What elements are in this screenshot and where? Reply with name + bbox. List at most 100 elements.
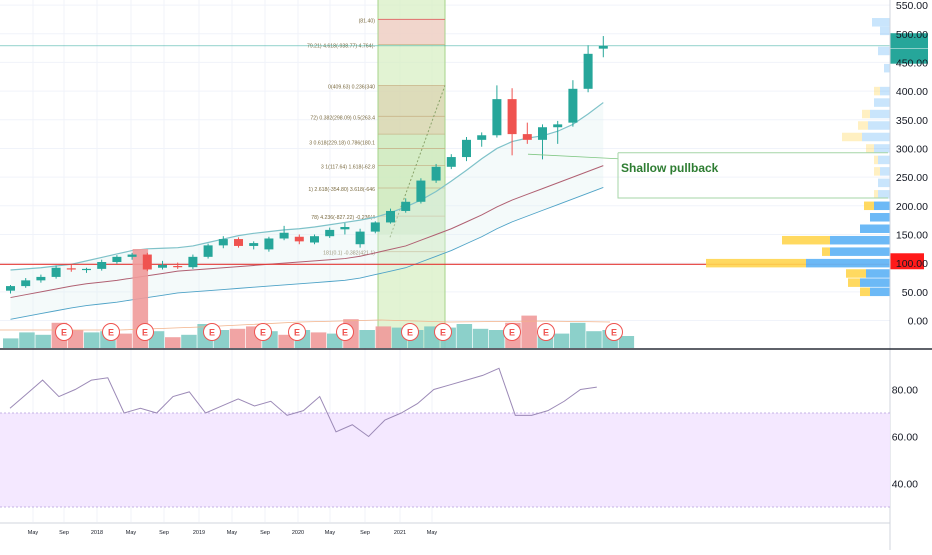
time-axis-tick-label: 2018 [91,530,103,536]
volume-average-line [0,319,611,331]
volume-profile-bar [874,144,890,153]
fib-zone-tan [378,85,445,135]
current-price-label [890,33,928,49]
candle-body [355,231,365,245]
volume-profile-bar [848,278,860,287]
volume-profile-bar [880,86,890,96]
candle-body [416,180,426,202]
price-axis-tick-label: 500.00 [896,29,928,41]
candle-body [234,239,243,246]
time-axis-tick-label: Sep [260,530,270,536]
volume-bar [116,333,132,348]
candle-body [446,157,456,167]
price-axis-tick-label: 250.00 [896,172,928,184]
candle-body [553,124,563,128]
volume-profile-bar [862,132,890,142]
volume-bar [359,330,375,348]
oscillator-tick-label: 40.00 [892,479,918,491]
volume-bar [375,326,392,348]
candle-body [340,227,350,230]
price-axis-tick-label: 200.00 [896,201,928,213]
earnings-marker [254,323,272,341]
earnings-marker [336,323,354,341]
volume-profile-bar [866,144,874,153]
volume-profile-bar [884,63,890,73]
earnings-marker [434,323,452,341]
volume-bar [472,328,489,348]
volume-bar [35,334,51,348]
price-axis-tick-label: 350.00 [896,115,928,127]
fib-label: 3 1(117.64) 1.618(-62.8 [321,165,375,171]
volume-profile-bar [830,235,890,245]
earnings-marker-label: E [209,328,215,338]
fib-label: 79.21) 4.618(-938.77) 4.764(- [307,44,375,50]
fib-label: 72) 0.382(298.09) 0.5(263.4 [310,115,375,121]
price-axis-tick-label: 300.00 [896,143,928,155]
candle-body [538,127,547,140]
time-axis-tick-label: 2019 [193,530,205,536]
volume-bar [570,322,586,348]
time-axis-tick-label: Sep [59,530,69,536]
price-axis-tick-label: 100.00 [896,258,928,270]
candle-body [249,243,259,246]
earnings-marker [503,323,521,341]
volume-profile-bar [874,155,878,165]
earnings-marker [136,323,154,341]
candle-body [218,239,228,246]
candle-body [82,268,91,271]
time-axis-tick-label: Sep [360,530,370,536]
earnings-marker-label: E [509,328,515,338]
volume-bar [586,331,602,348]
candle-body [583,53,593,89]
candle-body [142,254,152,270]
time-axis-tick-label: Sep [159,530,169,536]
candle-body [598,45,608,49]
volume-bar [165,337,181,348]
fib-zone-red [378,19,445,45]
candle-body [66,268,76,270]
earnings-marker-label: E [108,328,114,338]
volume-profile-bar [878,190,890,199]
earnings-marker-label: E [260,328,266,338]
volume-profile-bar [860,224,890,233]
earnings-marker [401,323,419,341]
fib-label: 3 0.618(229.18) 0.786(180.1 [309,141,375,147]
lower-band-line [10,187,604,320]
price-axis-tick-label: 50.00 [902,287,928,299]
volume-profile-bar [866,269,890,278]
volume-profile-bar [870,287,890,297]
candle-body [264,238,274,250]
time-axis-tick-label: May [427,530,438,536]
price-axis-tick-label: 150.00 [896,229,928,241]
volume-profile-bar [830,247,890,256]
candle-body [112,256,122,263]
volume-profile-bar [868,121,890,130]
earnings-marker-label: E [611,328,617,338]
level-price-label [890,253,924,270]
earnings-marker-label: E [61,328,67,338]
secondary-price-label [890,48,928,64]
price-axis-tick-label: 400.00 [896,86,928,98]
price-axis-tick-label: 450.00 [896,57,928,69]
candle-body [431,166,441,181]
volume-profile-bar [822,247,830,256]
earnings-marker-label: E [440,328,446,338]
volume-profile-bar [782,235,830,245]
volume-profile-bar [860,278,890,287]
candle-body [325,229,335,237]
candle-body [492,99,502,136]
annotation-text: Shallow pullback [621,161,719,175]
projection-line [389,85,446,238]
volume-profile-bar [706,258,806,268]
candle-body [203,245,213,257]
oscillator-tick-label: 80.00 [892,385,918,397]
time-axis-tick-label: May [227,530,238,536]
volume-bar [521,315,537,348]
candle-body [522,134,532,140]
volume-profile-bar [806,258,890,268]
time-axis-tick-label: 2021 [394,530,406,536]
volume-profile-bar [878,46,890,56]
volume-profile-bar [842,132,862,142]
